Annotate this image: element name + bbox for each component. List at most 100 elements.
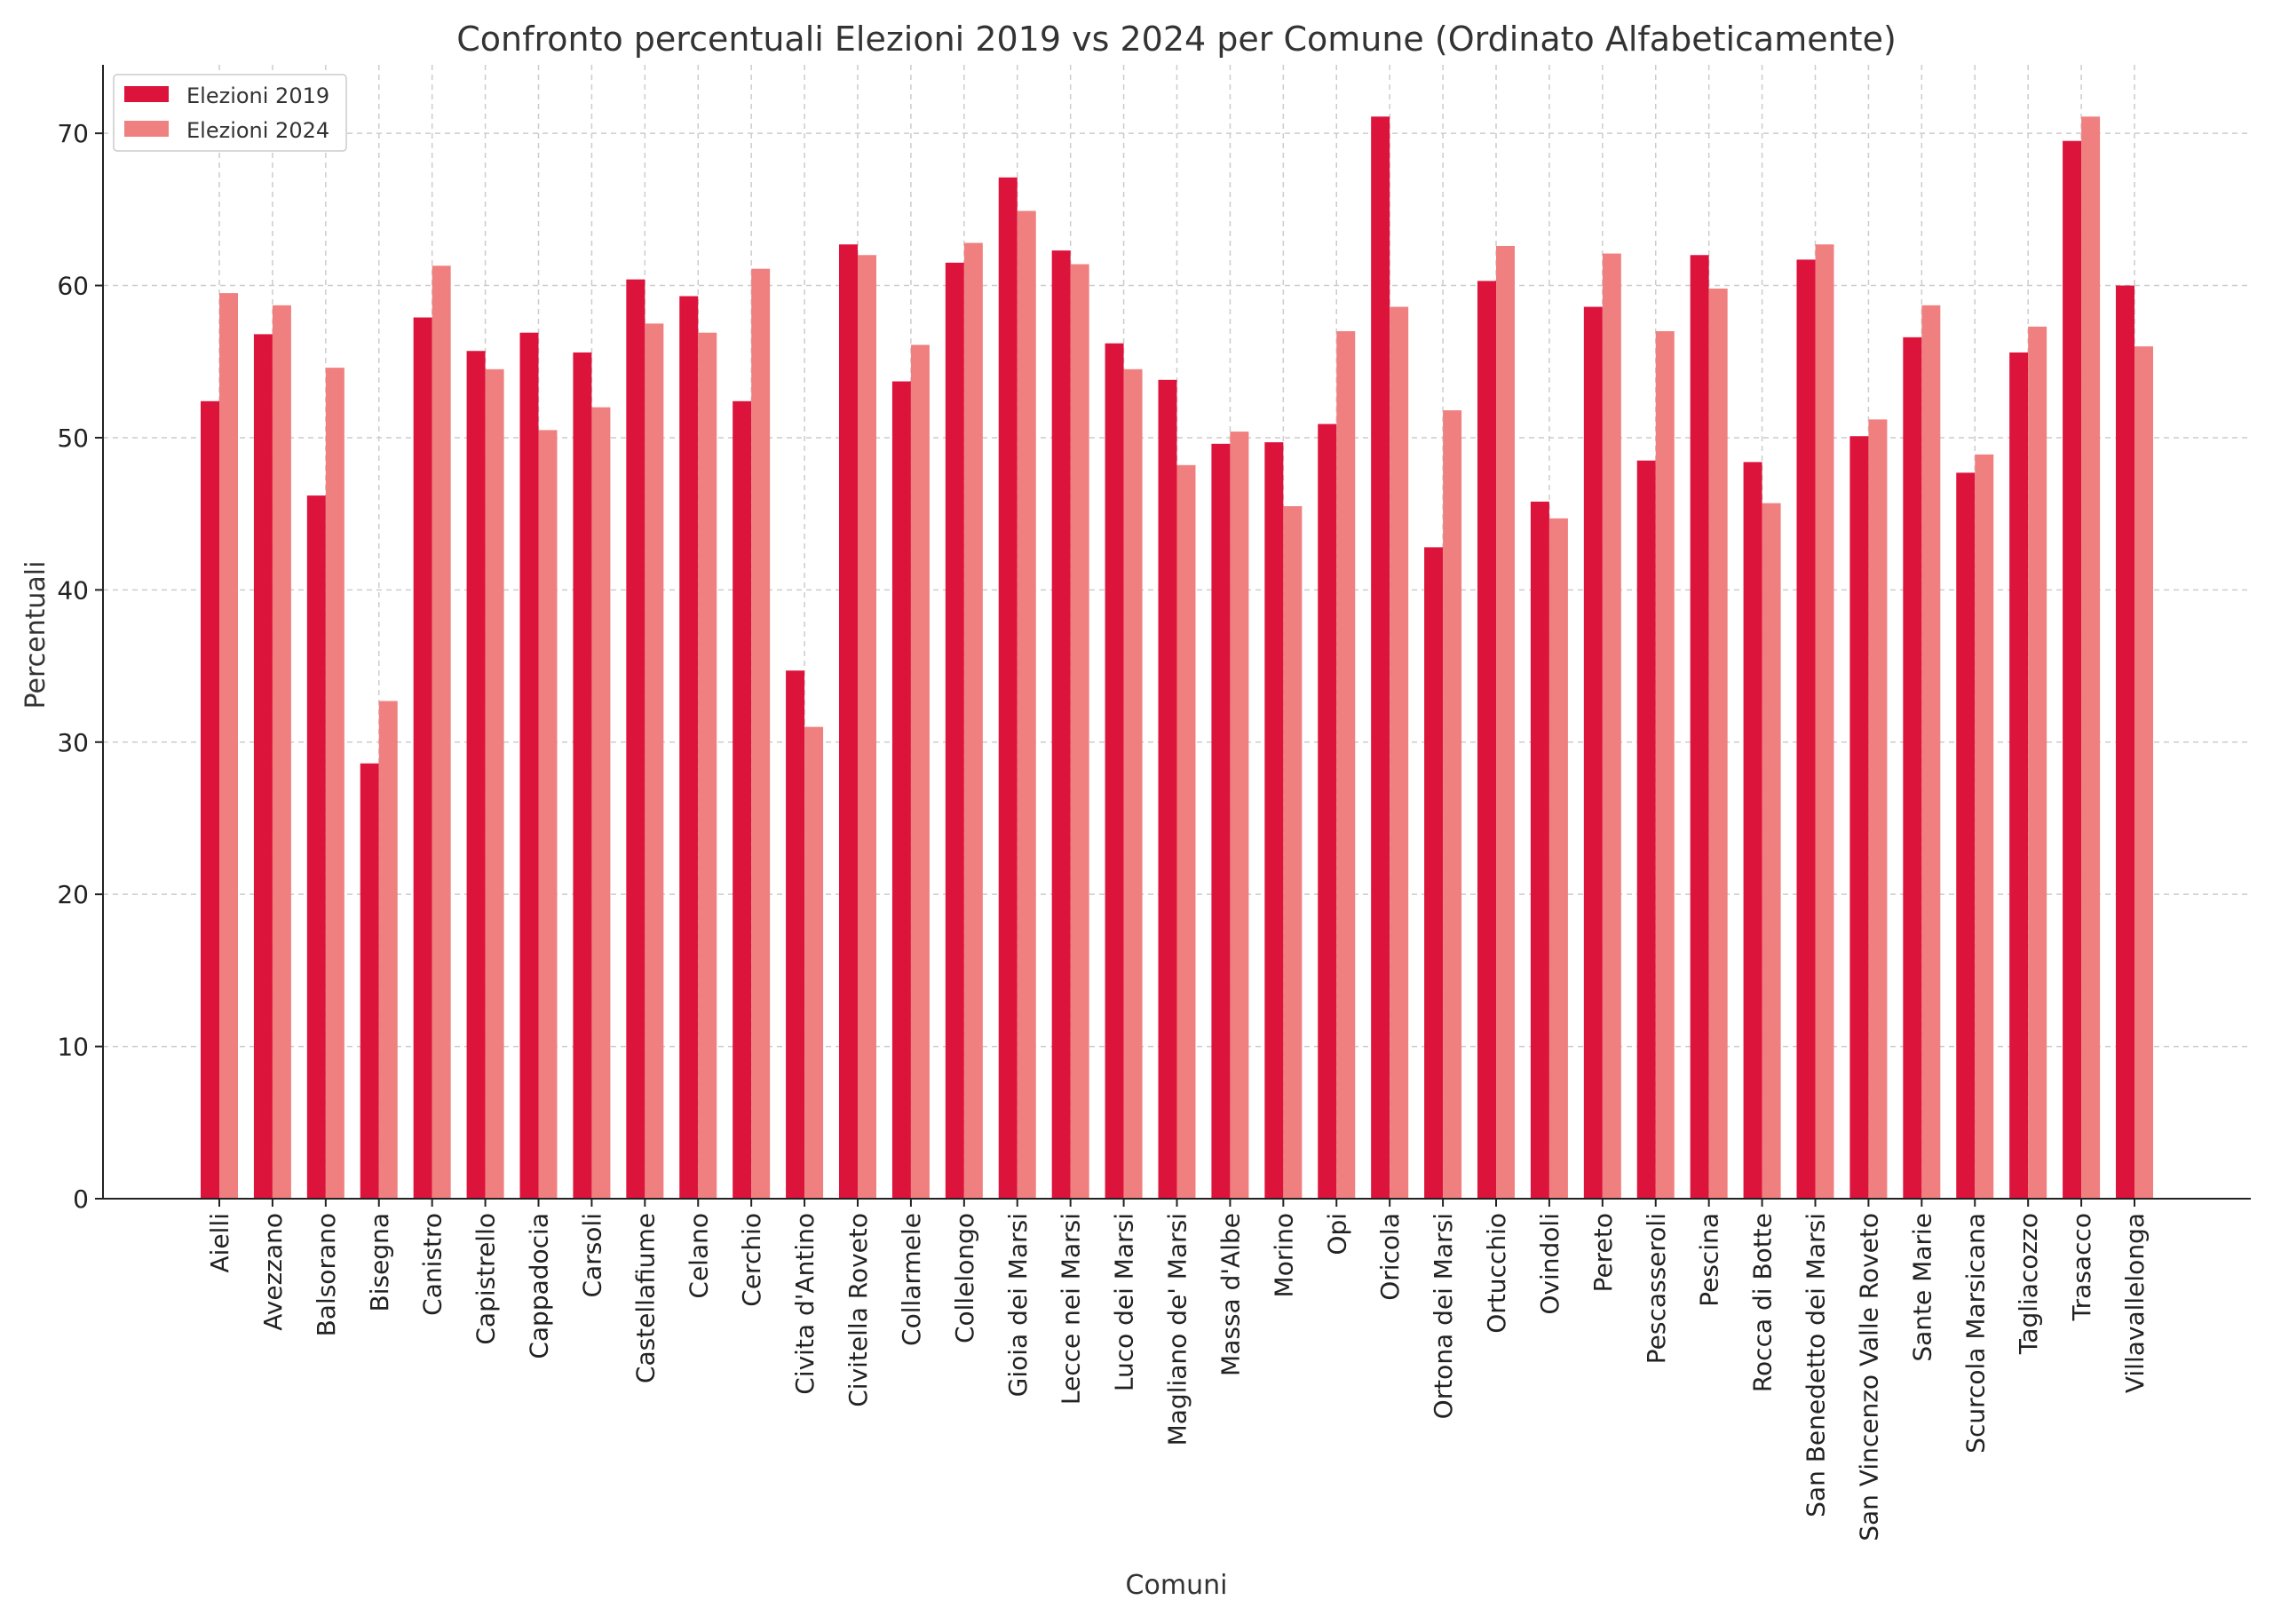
bar-2024 xyxy=(1070,264,1089,1200)
y-tick-label: 50 xyxy=(57,424,89,453)
bar-2024 xyxy=(2081,116,2101,1200)
bar-2019 xyxy=(1956,472,1976,1199)
bar-2019 xyxy=(1849,436,1869,1200)
y-tick-label: 10 xyxy=(57,1033,89,1062)
bar-2024 xyxy=(272,305,291,1199)
x-tick-label: Collelongo xyxy=(950,1213,979,1343)
legend-label-2024: Elezioni 2024 xyxy=(186,118,329,143)
bar-2024 xyxy=(325,368,345,1199)
bar-2024 xyxy=(432,265,451,1200)
x-tick-label: Pescina xyxy=(1695,1213,1724,1307)
bar-2019 xyxy=(1530,501,1549,1199)
bar-2019 xyxy=(360,763,379,1199)
legend-label-2019: Elezioni 2019 xyxy=(186,83,329,108)
x-tick-label: Lecce nei Marsi xyxy=(1057,1213,1086,1405)
bar-2024 xyxy=(1017,210,1036,1200)
bar-2019 xyxy=(1158,379,1177,1199)
legend-swatch-2024 xyxy=(124,121,169,137)
bar-2019 xyxy=(891,381,911,1199)
x-tick-label: Rocca di Botte xyxy=(1748,1213,1778,1392)
bar-2019 xyxy=(201,400,219,1199)
bar-2019 xyxy=(945,262,964,1199)
bar-2024 xyxy=(1921,305,1941,1199)
bar-2024 xyxy=(751,268,771,1199)
bar-2019 xyxy=(306,495,326,1199)
x-tick-label: Carsoli xyxy=(577,1213,606,1298)
x-tick-label: Sante Marie xyxy=(1907,1213,1936,1362)
bar-2019 xyxy=(253,334,273,1199)
bar-2019 xyxy=(1477,281,1496,1199)
x-tick-label: Massa d'Albe xyxy=(1216,1213,1245,1376)
x-tick-label: Ortona dei Marsi xyxy=(1429,1213,1458,1419)
x-tick-label: Bisegna xyxy=(365,1213,394,1311)
bar-2024 xyxy=(804,726,824,1199)
bar-2019 xyxy=(839,244,858,1200)
x-tick-label: Magliano de' Marsi xyxy=(1163,1213,1192,1446)
x-tick-label: Morino xyxy=(1269,1213,1298,1297)
x-tick-label: Cerchio xyxy=(737,1213,766,1307)
x-tick-label: Canistro xyxy=(418,1213,447,1316)
bars xyxy=(201,116,2153,1200)
bar-2024 xyxy=(963,242,983,1200)
x-tick-label: Opi xyxy=(1322,1213,1351,1256)
x-tick-label: Capistrello xyxy=(471,1213,501,1345)
bar-2019 xyxy=(998,177,1018,1199)
x-tick-label: Pereto xyxy=(1588,1213,1618,1292)
bar-2024 xyxy=(1655,330,1675,1199)
bar-2024 xyxy=(591,407,611,1199)
bar-2019 xyxy=(1690,255,1709,1200)
bar-2024 xyxy=(1123,368,1143,1199)
x-tick-label: Pescasseroli xyxy=(1642,1213,1671,1364)
x-tick-label: Civita d'Antino xyxy=(790,1213,820,1395)
x-tick-label: Castellafiume xyxy=(630,1213,660,1383)
bar-2024 xyxy=(2134,346,2153,1199)
bar-2024 xyxy=(219,293,238,1199)
bar-2019 xyxy=(2116,285,2134,1200)
x-ticks: Aielli Avezzano Balsorano Bisegna Canistro Ca… xyxy=(205,1199,2150,1541)
bar-2024 xyxy=(1390,306,1409,1199)
bar-2024 xyxy=(1602,253,1621,1200)
bar-2019 xyxy=(1636,460,1656,1199)
legend-swatch-2019 xyxy=(124,86,169,102)
x-tick-label: Aielli xyxy=(205,1213,234,1273)
bar-2024 xyxy=(1230,432,1249,1199)
x-axis-label: Comuni xyxy=(1126,1570,1228,1601)
x-tick-label: Scurcola Marsicana xyxy=(1960,1213,1990,1454)
bar-2019 xyxy=(679,296,699,1200)
x-tick-label: Trasacco xyxy=(2067,1213,2096,1321)
x-tick-label: San Vincenzo Valle Roveto xyxy=(1854,1213,1883,1541)
bar-2024 xyxy=(645,323,664,1199)
legend: Elezioni 2019 Elezioni 2024 xyxy=(113,74,347,152)
bar-2019 xyxy=(1105,343,1124,1199)
y-tick-label: 30 xyxy=(57,728,89,757)
bar-2024 xyxy=(1708,288,1728,1199)
x-tick-label: Ortucchio xyxy=(1482,1213,1511,1334)
bar-2024 xyxy=(1283,506,1303,1199)
legend-box xyxy=(113,74,347,152)
bar-2019 xyxy=(573,352,592,1199)
bar-2024 xyxy=(698,332,717,1199)
bar-2019 xyxy=(1051,250,1071,1199)
bar-2019 xyxy=(1371,116,1390,1200)
bar-2024 xyxy=(858,255,876,1200)
bar-2019 xyxy=(626,279,645,1199)
bar-2024 xyxy=(1868,419,1888,1199)
y-tick-label: 60 xyxy=(57,272,89,301)
bar-2024 xyxy=(910,345,930,1199)
bar-2024 xyxy=(538,430,558,1199)
bar-2019 xyxy=(1903,337,1922,1199)
y-tick-label: 20 xyxy=(57,880,89,909)
y-tick-label: 70 xyxy=(57,119,89,148)
bar-2024 xyxy=(1496,245,1515,1199)
x-tick-label: Collarmele xyxy=(897,1213,926,1346)
bar-2019 xyxy=(733,400,752,1199)
x-tick-label: San Benedetto dei Marsi xyxy=(1802,1213,1831,1517)
bar-2024 xyxy=(1548,518,1568,1199)
y-axis-label: Percentuali xyxy=(20,561,51,709)
x-tick-label: Civitella Roveto xyxy=(843,1213,873,1407)
x-tick-label: Balsorano xyxy=(312,1213,341,1336)
bar-2019 xyxy=(1743,462,1762,1199)
bar-2024 xyxy=(1762,503,1781,1199)
x-tick-label: Luco dei Marsi xyxy=(1110,1213,1139,1391)
bar-2019 xyxy=(1318,424,1337,1199)
